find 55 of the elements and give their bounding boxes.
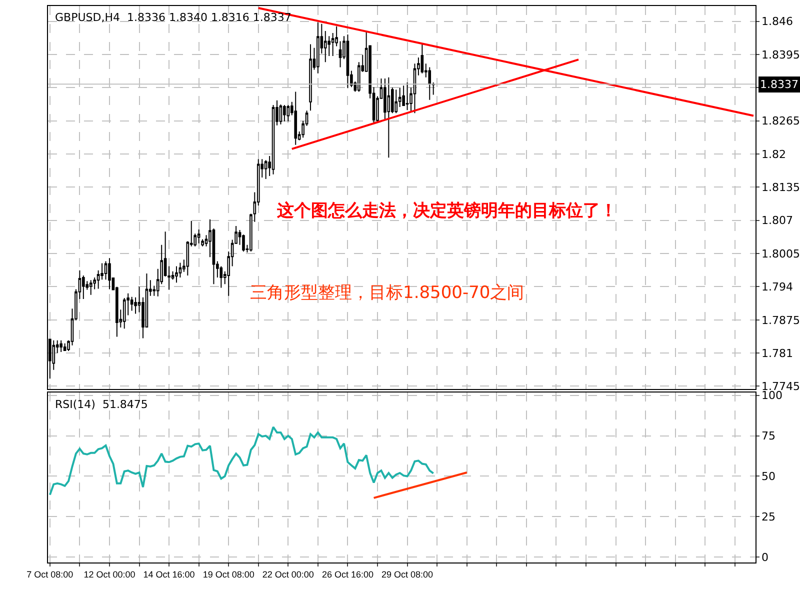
candlestick — [130, 296, 134, 312]
y-tick-label: 1.82 — [762, 148, 786, 161]
candlestick — [346, 34, 350, 89]
candlestick — [264, 160, 268, 180]
candlestick — [387, 76, 390, 158]
candlestick — [197, 229, 200, 244]
x-tick-label: 7 Oct 08:00 — [26, 569, 74, 580]
x-tick-label: 26 Oct 16:00 — [322, 569, 374, 580]
candlestick — [242, 234, 245, 252]
candlestick — [283, 104, 286, 122]
candlestick — [82, 274, 85, 300]
candlestick — [272, 104, 275, 175]
annotation: 这个图怎么走法，决定英镑明年的目标位了！ — [276, 201, 617, 221]
candlestick — [175, 266, 178, 284]
y-tick-label: 1.794 — [762, 280, 794, 294]
text: RSI(14) 51.8475 — [55, 398, 148, 411]
y-tick-label: 0 — [762, 550, 769, 564]
x-tick-label: 14 Oct 16:00 — [143, 569, 195, 580]
x-tick-label: 29 Oct 08:00 — [382, 569, 434, 580]
x-tick-label: 12 Oct 00:00 — [84, 569, 136, 580]
text: GBPUSD,H4 1.8336 1.8340 1.8316 1.8337 — [55, 11, 292, 24]
candlestick — [60, 340, 62, 353]
candlestick — [428, 66, 432, 100]
y-tick-label: 1.781 — [762, 346, 794, 360]
x-tick-label: 19 Oct 08:00 — [202, 569, 254, 580]
candlestick — [178, 262, 182, 278]
candlestick — [402, 85, 405, 106]
y-tick-label: 1.8135 — [762, 181, 800, 194]
candlestick — [316, 22, 320, 74]
y-tick-label: 100 — [762, 389, 783, 402]
candlestick — [286, 104, 290, 122]
x-tick-label: 22 Oct 00:00 — [262, 569, 314, 580]
candlestick — [89, 280, 92, 296]
ref-line-label: 1.8337 — [760, 78, 798, 91]
candlestick — [394, 89, 398, 114]
y-tick-label: 25 — [762, 510, 776, 524]
candlestick — [294, 91, 298, 146]
y-tick-label: 1.846 — [762, 15, 794, 28]
candlestick — [309, 44, 312, 112]
y-tick-label: 1.8395 — [762, 48, 800, 62]
y-tick-label: 50 — [762, 470, 776, 484]
y-tick-label: 1.7875 — [762, 314, 800, 327]
candlestick — [406, 82, 409, 111]
candlestick — [122, 297, 126, 330]
line-series — [48, 426, 434, 496]
annotation: 三角形型整理，目标1.8500-70之间 — [250, 283, 524, 303]
candlestick — [432, 82, 435, 96]
y-tick-label: 1.8005 — [762, 247, 800, 260]
candlestick — [420, 44, 424, 74]
candlestick — [108, 258, 111, 290]
y-tick-label: 1.8265 — [762, 114, 800, 128]
candlestick — [279, 104, 282, 125]
y-tick-label: 75 — [762, 430, 776, 443]
candlestick — [63, 342, 66, 352]
y-tick-label: 1.807 — [762, 214, 794, 228]
